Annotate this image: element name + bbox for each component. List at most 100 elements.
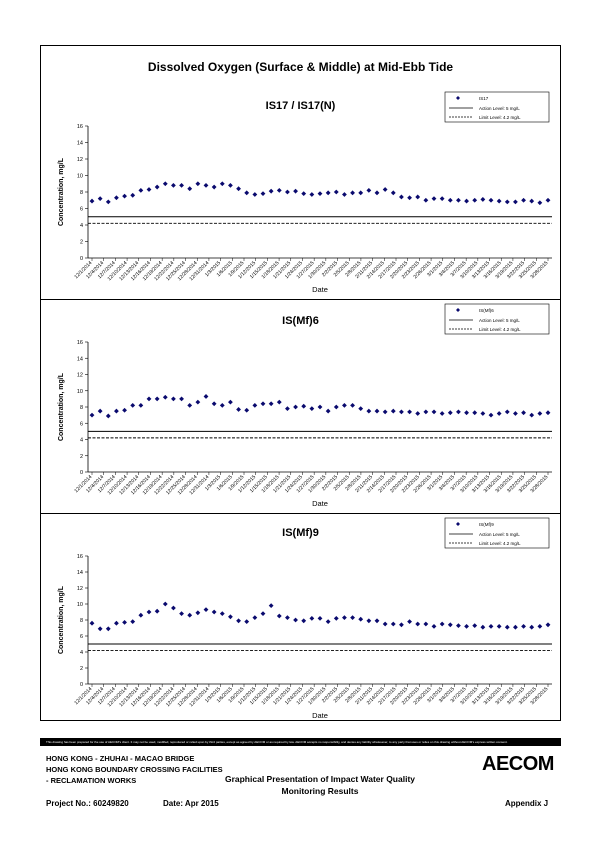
data-point (350, 615, 355, 620)
data-point (431, 409, 437, 415)
data-point (130, 402, 136, 408)
data-point (415, 411, 421, 416)
data-point (211, 184, 217, 190)
y-tick-label: 14 (77, 570, 83, 576)
data-point (521, 624, 526, 629)
legend-label-series: IS17 (479, 96, 489, 101)
chart-panel-ismf6: IS(Mf)6 0 2 4 6 8 10 12 14 16 Concentration, mg/L 1… (40, 300, 561, 514)
data-point (366, 408, 372, 414)
data-point (374, 408, 380, 414)
y-axis-label: Concentration, mg/L (58, 157, 65, 226)
aecom-logo: AECOM (482, 753, 554, 774)
data-point (285, 189, 290, 195)
data-point (203, 183, 209, 188)
data-point (179, 396, 184, 402)
y-tick-label: 2 (80, 454, 83, 460)
data-point (366, 618, 372, 624)
data-point (456, 409, 461, 415)
data-point (529, 412, 535, 418)
data-point (537, 200, 543, 206)
data-point (97, 196, 103, 201)
data-point (342, 192, 347, 197)
data-point (407, 409, 412, 415)
data-point (211, 609, 217, 615)
data-point (301, 191, 307, 197)
data-point (244, 190, 250, 196)
data-point (187, 186, 193, 192)
data-point (496, 624, 502, 629)
data-point (285, 406, 290, 412)
data-point (236, 407, 241, 412)
legend-label-series: IS(Mf)6 (479, 308, 494, 313)
data-point (228, 614, 233, 620)
legend-label-action: Action Level: 5 mg/L (479, 106, 520, 111)
data-point (219, 611, 225, 616)
y-tick-label: 10 (77, 602, 83, 608)
data-point (228, 399, 233, 405)
data-point (260, 611, 266, 616)
data-point (529, 198, 535, 204)
y-tick-label: 12 (77, 157, 83, 163)
data-point (350, 190, 355, 196)
data-point (171, 183, 176, 188)
chart-panel-is17: IS17 / IS17(N) 0 2 4 6 8 10 12 14 16 Concentration… (40, 88, 561, 300)
data-point (456, 197, 461, 203)
data-point (439, 196, 445, 201)
data-point (496, 411, 502, 416)
data-point (399, 409, 404, 415)
legend-label-action: Action Level: 5 mg/L (479, 318, 520, 323)
data-point (358, 616, 364, 622)
y-tick-label: 10 (77, 389, 83, 395)
data-point (293, 188, 298, 194)
y-tick-label: 12 (77, 586, 83, 592)
data-point (244, 619, 250, 624)
data-point (456, 623, 461, 628)
y-tick-label: 0 (80, 682, 83, 688)
data-point (309, 616, 315, 621)
data-point (228, 183, 233, 188)
data-point (171, 396, 176, 402)
disclaimer-bar: This drawing has been prepared for the u… (40, 738, 561, 746)
data-point (423, 621, 429, 627)
data-point (195, 610, 201, 616)
data-point (105, 199, 111, 205)
data-point (521, 197, 526, 203)
data-point (285, 615, 290, 620)
data-point (333, 616, 339, 621)
project-line-3: - RECLAMATION WORKS (46, 776, 137, 785)
data-point (114, 620, 119, 626)
data-point (236, 186, 241, 192)
project-number: Project No.: 60249820 (46, 799, 129, 808)
data-point (211, 401, 217, 407)
data-point (105, 626, 111, 632)
data-point (130, 192, 136, 198)
data-point (374, 618, 380, 624)
data-point (342, 402, 347, 408)
y-tick-label: 16 (77, 340, 83, 346)
data-point (423, 197, 429, 203)
data-point (488, 624, 494, 629)
data-point (154, 184, 160, 190)
data-point (268, 603, 274, 608)
data-point (545, 197, 551, 203)
data-point (195, 181, 201, 187)
legend-marker (456, 308, 460, 312)
data-point (333, 189, 339, 195)
data-point (504, 409, 510, 415)
data-point (374, 190, 380, 196)
appendix-label: Appendix J (505, 799, 549, 808)
legend-label-limit: Limit Level: 4.2 mg/L (479, 115, 521, 120)
data-point (260, 401, 266, 407)
data-point (317, 191, 323, 197)
data-point (350, 402, 355, 408)
data-point (162, 181, 168, 187)
y-tick-label: 4 (80, 438, 83, 444)
data-point (342, 615, 347, 620)
data-point (187, 612, 193, 618)
data-point (154, 396, 160, 402)
data-point (268, 188, 274, 194)
data-point (244, 407, 250, 413)
data-point (382, 409, 388, 415)
data-point (333, 404, 339, 410)
data-point (382, 621, 388, 627)
